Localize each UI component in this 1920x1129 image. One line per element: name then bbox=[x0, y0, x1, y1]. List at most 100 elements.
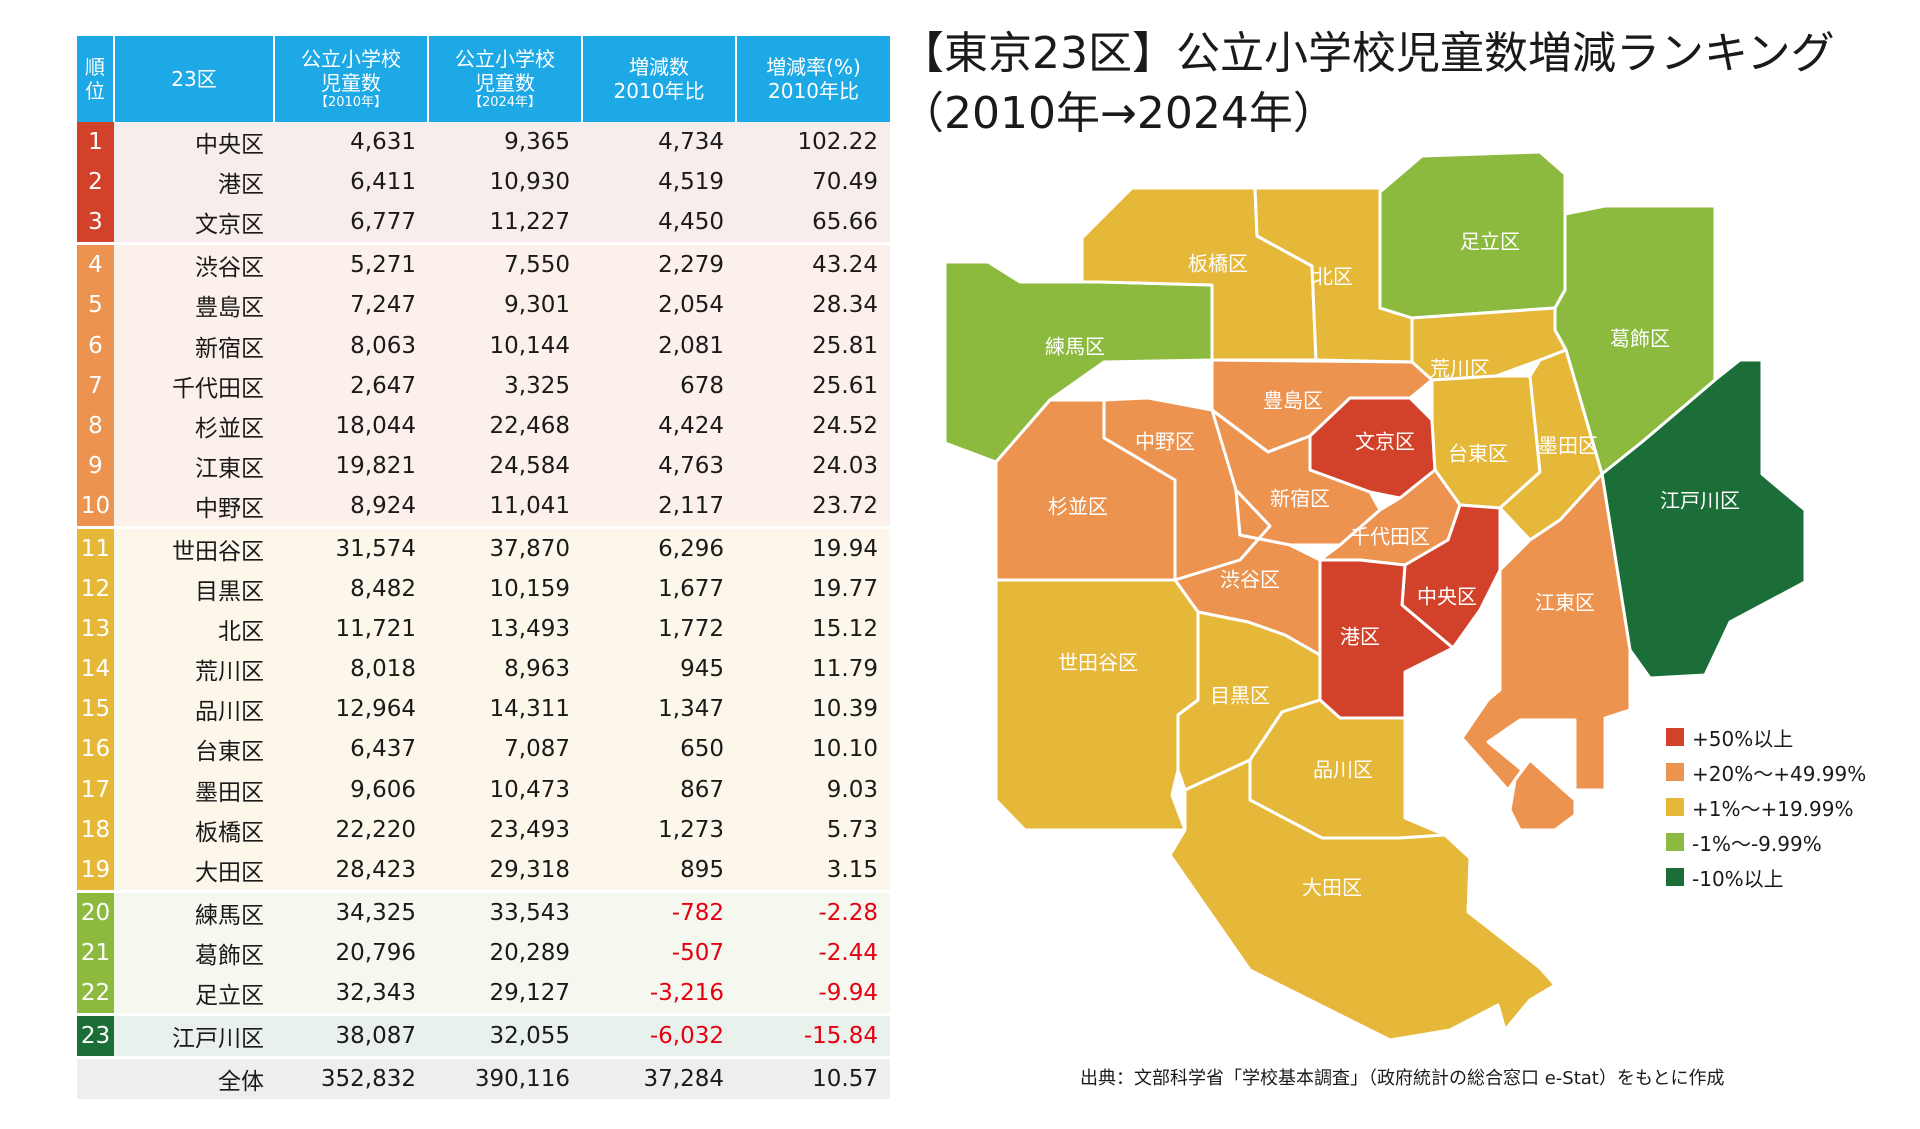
table-row: 8 杉並区 18,044 22,468 4,424 24.52 bbox=[77, 405, 890, 446]
ward-cell: 墨田区 bbox=[114, 769, 274, 810]
diff-cell: -507 bbox=[582, 932, 736, 973]
legend-swatch bbox=[1666, 868, 1684, 886]
label-shinjuku: 新宿区 bbox=[1270, 487, 1330, 511]
diff-cell: 2,054 bbox=[582, 285, 736, 326]
label-katsushika: 葛飾区 bbox=[1610, 327, 1670, 351]
table-body: 1 中央区 4,631 9,365 4,734 102.22 2 港区 6,411 10,930 4… bbox=[77, 122, 890, 1100]
rate-cell: 70.49 bbox=[736, 162, 890, 203]
label-edogawa: 江戸川区 bbox=[1660, 489, 1740, 513]
table-row: 13 北区 11,721 13,493 1,772 15.12 bbox=[77, 609, 890, 650]
c2010-cell: 28,423 bbox=[274, 849, 428, 892]
rank-cell: 16 bbox=[77, 729, 114, 770]
diff-cell: -3,216 bbox=[582, 972, 736, 1015]
c2024-cell: 10,930 bbox=[428, 162, 582, 203]
rank-cell: 9 bbox=[77, 445, 114, 486]
rank-cell: 7 bbox=[77, 365, 114, 406]
page-title: 【東京23区】公立小学校児童数増減ランキング bbox=[900, 28, 1835, 79]
c2024-cell: 11,227 bbox=[428, 202, 582, 244]
rate-cell: 19.94 bbox=[736, 525, 890, 570]
c2024-cell: 3,325 bbox=[428, 365, 582, 406]
c2010-cell: 2,647 bbox=[274, 365, 428, 406]
legend-swatch bbox=[1666, 833, 1684, 851]
rate-cell: -2.44 bbox=[736, 932, 890, 973]
c2024-cell: 14,311 bbox=[428, 689, 582, 730]
diff-cell: 4,519 bbox=[582, 162, 736, 203]
total-diff: 37,284 bbox=[582, 1056, 736, 1100]
c2010-cell: 18,044 bbox=[274, 405, 428, 446]
header-rank: 順位 bbox=[77, 36, 114, 122]
table-row: 5 豊島区 7,247 9,301 2,054 28.34 bbox=[77, 285, 890, 326]
table-row: 9 江東区 19,821 24,584 4,763 24.03 bbox=[77, 445, 890, 486]
ward-cell: 世田谷区 bbox=[114, 525, 274, 570]
ward-cell: 杉並区 bbox=[114, 405, 274, 446]
legend-item: -10%以上 bbox=[1666, 863, 1784, 891]
label-sumida: 墨田区 bbox=[1538, 434, 1598, 458]
label-shinagawa: 品川区 bbox=[1313, 758, 1373, 782]
c2024-cell: 11,041 bbox=[428, 485, 582, 528]
table-row: 7 千代田区 2,647 3,325 678 25.61 bbox=[77, 365, 890, 406]
table-row: 22 足立区 32,343 29,127 -3,216 -9.94 bbox=[77, 972, 890, 1015]
ward-cell: 中央区 bbox=[114, 122, 274, 163]
c2024-cell: 22,468 bbox=[428, 405, 582, 446]
c2010-cell: 31,574 bbox=[274, 525, 428, 570]
c2024-cell: 13,493 bbox=[428, 609, 582, 650]
label-bunkyo: 文京区 bbox=[1355, 430, 1415, 454]
table-row: 18 板橋区 22,220 23,493 1,273 5.73 bbox=[77, 809, 890, 850]
c2010-cell: 12,964 bbox=[274, 689, 428, 730]
label-nakano: 中野区 bbox=[1135, 430, 1195, 454]
rate-cell: 28.34 bbox=[736, 285, 890, 326]
c2010-cell: 32,343 bbox=[274, 972, 428, 1015]
label-chuo: 中央区 bbox=[1417, 585, 1477, 609]
rate-cell: 24.03 bbox=[736, 445, 890, 486]
c2010-cell: 38,087 bbox=[274, 1013, 428, 1058]
label-chiyoda: 千代田区 bbox=[1350, 525, 1430, 549]
rank-cell: 2 bbox=[77, 162, 114, 203]
ward-cell: 荒川区 bbox=[114, 649, 274, 690]
ward-cell: 豊島区 bbox=[114, 285, 274, 326]
c2010-cell: 8,063 bbox=[274, 325, 428, 366]
rate-cell: 25.61 bbox=[736, 365, 890, 406]
ward-koto-island bbox=[1508, 758, 1577, 832]
label-toshima: 豊島区 bbox=[1263, 389, 1323, 413]
ward-cell: 葛飾区 bbox=[114, 932, 274, 973]
c2010-cell: 20,796 bbox=[274, 932, 428, 973]
rank-cell: 23 bbox=[77, 1013, 114, 1058]
rate-cell: 3.15 bbox=[736, 849, 890, 892]
diff-cell: 4,450 bbox=[582, 202, 736, 244]
rank-cell: 17 bbox=[77, 769, 114, 810]
table-row: 20 練馬区 34,325 33,543 -782 -2.28 bbox=[77, 889, 890, 933]
ward-ota bbox=[1168, 758, 1557, 1042]
c2024-cell: 29,127 bbox=[428, 972, 582, 1015]
header-2024: 公立小学校 児童数 【2024年】 bbox=[427, 36, 582, 122]
rate-cell: 25.81 bbox=[736, 325, 890, 366]
diff-cell: 6,296 bbox=[582, 525, 736, 570]
table-header-row: 順位 23区 公立小学校 児童数 【2010年】 公立小学校 児童数 【2024年】 増… bbox=[77, 36, 890, 122]
rate-cell: 19.77 bbox=[736, 569, 890, 610]
ward-cell: 江東区 bbox=[114, 445, 274, 486]
diff-cell: 895 bbox=[582, 849, 736, 892]
ward-cell: 港区 bbox=[114, 162, 274, 203]
ward-cell: 中野区 bbox=[114, 485, 274, 528]
legend-label: -1%～-9.99% bbox=[1692, 831, 1822, 856]
ward-cell: 足立区 bbox=[114, 972, 274, 1015]
legend-label: -10%以上 bbox=[1692, 866, 1784, 891]
diff-cell: 2,279 bbox=[582, 242, 736, 286]
rank-cell: 1 bbox=[77, 122, 114, 163]
c2010-cell: 11,721 bbox=[274, 609, 428, 650]
table-row: 23 江戸川区 38,087 32,055 -6,032 -15.84 bbox=[77, 1013, 890, 1058]
label-arakawa: 荒川区 bbox=[1430, 357, 1490, 381]
legend-label: +20%～+49.99% bbox=[1692, 761, 1867, 786]
c2024-cell: 7,550 bbox=[428, 242, 582, 286]
table-row: 14 荒川区 8,018 8,963 945 11.79 bbox=[77, 649, 890, 690]
c2010-cell: 22,220 bbox=[274, 809, 428, 850]
total-label: 全体 bbox=[114, 1056, 274, 1100]
ward-koto bbox=[1460, 472, 1632, 792]
ward-cell: 練馬区 bbox=[114, 889, 274, 933]
label-nerima: 練馬区 bbox=[1045, 335, 1105, 359]
table-row: 10 中野区 8,924 11,041 2,117 23.72 bbox=[77, 485, 890, 528]
c2024-cell: 37,870 bbox=[428, 525, 582, 570]
c2024-cell: 10,473 bbox=[428, 769, 582, 810]
table-row: 17 墨田区 9,606 10,473 867 9.03 bbox=[77, 769, 890, 810]
c2010-cell: 34,325 bbox=[274, 889, 428, 933]
